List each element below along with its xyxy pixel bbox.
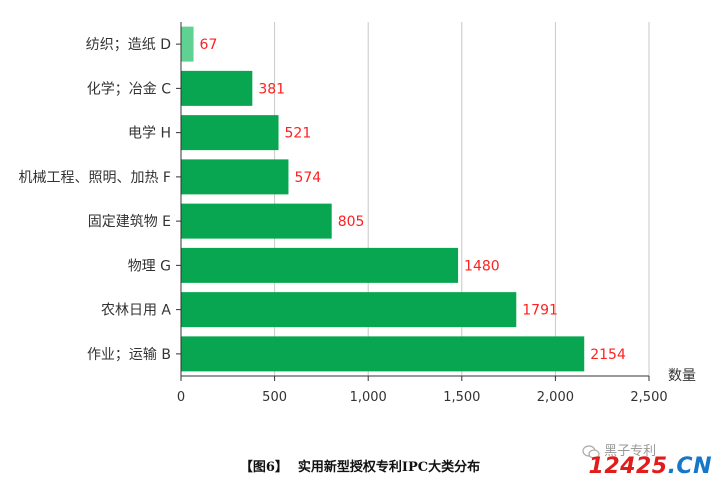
x-tick-label: 1,000 — [350, 390, 387, 405]
x-axis-title: 数量 — [668, 368, 696, 384]
category-label: 作业；运输 B — [87, 347, 171, 363]
data-label: 574 — [294, 170, 321, 186]
category-label: 机械工程、照明、加热 F — [18, 170, 171, 186]
watermark-num-a: 12425 — [588, 454, 668, 479]
category-label: 固定建筑物 E — [88, 214, 171, 230]
x-tick-label: 0 — [177, 390, 185, 405]
watermark-top: 黑子专利 — [582, 440, 712, 460]
bar — [181, 115, 279, 151]
bar-chart: 0 500 1,000 1,500 2,000 2,500 纺织；造纸 D 67 化学；冶金 C… — [18, 22, 696, 405]
x-tick-label: 2,000 — [537, 390, 574, 405]
data-label: 1791 — [522, 303, 558, 319]
data-label: 521 — [285, 126, 312, 142]
data-label: 381 — [258, 81, 285, 97]
bar — [181, 336, 585, 372]
category-label: 物理 G — [128, 258, 171, 274]
category-label: 农林日用 A — [101, 303, 171, 319]
axes — [176, 22, 650, 381]
data-label: 67 — [200, 37, 218, 53]
bar — [181, 247, 459, 283]
x-tick-label: 500 — [262, 390, 287, 405]
bar — [181, 26, 194, 62]
bars — [181, 26, 585, 372]
bar — [181, 70, 253, 106]
data-label: 2154 — [590, 347, 626, 363]
x-tick-label: 2,500 — [630, 390, 667, 405]
x-tick-label: 1,500 — [443, 390, 480, 405]
wechat-icon — [582, 444, 600, 459]
watermark-num-b: .CN — [667, 454, 712, 479]
bar — [181, 292, 517, 328]
data-label: 1480 — [464, 258, 500, 274]
watermark-text: 黑子专利 — [604, 444, 657, 459]
watermark-number: 12425.CN — [589, 454, 712, 479]
labels: 0 500 1,000 1,500 2,000 2,500 纺织；造纸 D 67 化学；冶金 C… — [18, 37, 667, 405]
category-label: 电学 H — [128, 126, 171, 142]
figure-caption: 【图6】 实用新型授权专利IPC大类分布 — [0, 456, 720, 475]
category-label: 化学；冶金 C — [87, 81, 171, 97]
bar — [181, 203, 332, 239]
data-label: 805 — [338, 214, 365, 230]
bar — [181, 159, 289, 195]
watermark: 黑子专利 12425.CN — [582, 440, 712, 484]
caption-number: 【图6】 — [239, 460, 288, 475]
caption-title: 实用新型授权专利IPC大类分布 — [297, 460, 481, 475]
category-label: 纺织；造纸 D — [86, 37, 171, 53]
